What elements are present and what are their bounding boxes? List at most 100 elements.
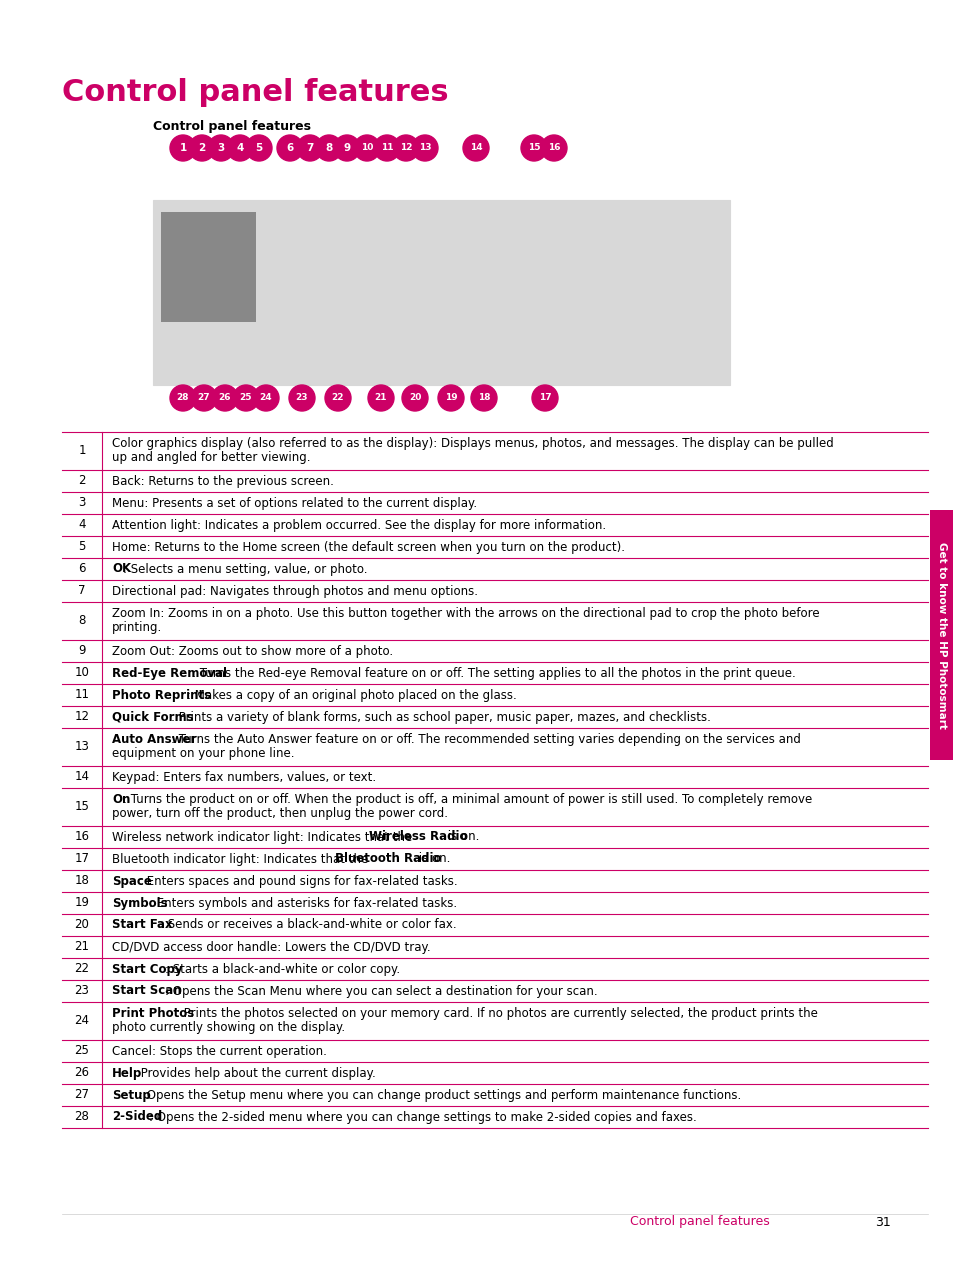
Text: 5: 5 (78, 541, 86, 554)
Circle shape (334, 135, 359, 161)
Text: 25: 25 (74, 1044, 90, 1058)
Text: 21: 21 (375, 394, 387, 403)
Text: up and angled for better viewing.: up and angled for better viewing. (112, 451, 310, 464)
Text: CD/DVD access door handle: Lowers the CD/DVD tray.: CD/DVD access door handle: Lowers the CD… (112, 941, 430, 954)
Text: 12: 12 (399, 144, 412, 152)
Text: 11: 11 (380, 144, 393, 152)
Circle shape (374, 135, 399, 161)
Text: 11: 11 (74, 688, 90, 701)
Text: Wireless Radio: Wireless Radio (369, 831, 467, 843)
Circle shape (253, 385, 278, 411)
Text: 25: 25 (239, 394, 252, 403)
Text: 22: 22 (74, 963, 90, 975)
Text: Help: Help (112, 1067, 142, 1080)
Text: is on.: is on. (443, 831, 478, 843)
Text: 20: 20 (74, 918, 90, 931)
Text: Home: Returns to the Home screen (the default screen when you turn on the produc: Home: Returns to the Home screen (the de… (112, 541, 624, 554)
Text: 9: 9 (343, 144, 350, 152)
Text: : Prints the photos selected on your memory card. If no photos are currently sel: : Prints the photos selected on your mem… (176, 1007, 818, 1020)
Text: 28: 28 (176, 394, 189, 403)
Circle shape (540, 135, 566, 161)
Circle shape (354, 135, 379, 161)
Text: : Sends or receives a black-and-white or color fax.: : Sends or receives a black-and-white or… (160, 918, 456, 931)
Text: 21: 21 (74, 941, 90, 954)
Circle shape (233, 385, 258, 411)
Bar (161, 212, 255, 323)
Text: 1: 1 (78, 444, 86, 457)
Text: printing.: printing. (112, 621, 162, 634)
Text: 10: 10 (74, 667, 90, 679)
Text: 13: 13 (418, 144, 431, 152)
Text: 23: 23 (74, 984, 90, 997)
Text: : Opens the Setup menu where you can change product settings and perform mainten: : Opens the Setup menu where you can cha… (138, 1088, 740, 1101)
Text: Auto Answer: Auto Answer (112, 733, 196, 745)
Text: 7: 7 (78, 584, 86, 597)
Circle shape (520, 135, 546, 161)
Text: photo currently showing on the display.: photo currently showing on the display. (112, 1021, 345, 1034)
Text: 5: 5 (255, 144, 262, 152)
Text: 19: 19 (444, 394, 456, 403)
Text: 8: 8 (78, 615, 86, 627)
Circle shape (315, 135, 341, 161)
Text: 17: 17 (538, 394, 551, 403)
Text: Control panel features: Control panel features (62, 77, 448, 107)
Text: 2-Sided: 2-Sided (112, 1110, 162, 1124)
Text: 2: 2 (198, 144, 206, 152)
Text: : Starts a black-and-white or color copy.: : Starts a black-and-white or color copy… (165, 963, 400, 975)
Text: Menu: Presents a set of options related to the current display.: Menu: Presents a set of options related … (112, 497, 476, 509)
Text: 1: 1 (179, 144, 187, 152)
Text: 26: 26 (218, 394, 231, 403)
Circle shape (368, 385, 394, 411)
Circle shape (170, 135, 195, 161)
Text: Back: Returns to the previous screen.: Back: Returns to the previous screen. (112, 475, 334, 488)
Text: 6: 6 (286, 144, 294, 152)
Text: 3: 3 (78, 497, 86, 509)
Bar (929, 511, 953, 759)
Text: : Opens the 2-sided menu where you can change settings to make 2-sided copies an: : Opens the 2-sided menu where you can c… (150, 1110, 697, 1124)
Text: On: On (112, 792, 131, 806)
Text: Start Fax: Start Fax (112, 918, 172, 931)
Text: 8: 8 (325, 144, 333, 152)
Text: Symbols: Symbols (112, 897, 168, 909)
Circle shape (437, 385, 463, 411)
Circle shape (393, 135, 418, 161)
Text: 18: 18 (74, 875, 90, 888)
Text: 6: 6 (78, 563, 86, 575)
Text: 16: 16 (74, 831, 90, 843)
Text: 15: 15 (74, 800, 90, 814)
Circle shape (532, 385, 558, 411)
Circle shape (462, 135, 489, 161)
Text: 4: 4 (78, 518, 86, 532)
Text: Start Scan: Start Scan (112, 984, 181, 997)
Text: 18: 18 (477, 394, 490, 403)
Text: 23: 23 (295, 394, 308, 403)
Text: 31: 31 (874, 1215, 890, 1228)
Text: : Turns the Auto Answer feature on or off. The recommended setting varies depend: : Turns the Auto Answer feature on or of… (171, 733, 800, 745)
Text: 3: 3 (217, 144, 224, 152)
Text: Zoom In: Zooms in on a photo. Use this button together with the arrows on the di: Zoom In: Zooms in on a photo. Use this b… (112, 607, 819, 620)
Circle shape (227, 135, 253, 161)
Text: 16: 16 (547, 144, 559, 152)
Text: : Enters symbols and asterisks for fax-related tasks.: : Enters symbols and asterisks for fax-r… (150, 897, 457, 909)
Text: : Provides help about the current display.: : Provides help about the current displa… (133, 1067, 375, 1080)
Text: 26: 26 (74, 1067, 90, 1080)
Text: Wireless network indicator light: Indicates that the: Wireless network indicator light: Indica… (112, 831, 416, 843)
Text: Zoom Out: Zooms out to show more of a photo.: Zoom Out: Zooms out to show more of a ph… (112, 644, 393, 658)
Text: Control panel features: Control panel features (629, 1215, 769, 1228)
Text: Bluetooth Radio: Bluetooth Radio (335, 852, 441, 865)
Circle shape (189, 135, 214, 161)
Circle shape (471, 385, 497, 411)
Text: Attention light: Indicates a problem occurred. See the display for more informat: Attention light: Indicates a problem occ… (112, 518, 605, 532)
Text: Keypad: Enters fax numbers, values, or text.: Keypad: Enters fax numbers, values, or t… (112, 771, 375, 784)
Circle shape (191, 385, 216, 411)
Text: Color graphics display (also referred to as the display): Displays menus, photos: Color graphics display (also referred to… (112, 437, 833, 450)
Text: 20: 20 (409, 394, 420, 403)
Text: Control panel features: Control panel features (152, 119, 311, 133)
Bar (152, 199, 729, 385)
Text: : Turns the Red-eye Removal feature on or off. The setting applies to all the ph: : Turns the Red-eye Removal feature on o… (193, 667, 795, 679)
Text: Directional pad: Navigates through photos and menu options.: Directional pad: Navigates through photo… (112, 584, 477, 597)
Text: 9: 9 (78, 644, 86, 658)
Text: Photo Reprints: Photo Reprints (112, 688, 211, 701)
Text: Setup: Setup (112, 1088, 151, 1101)
Text: : Selects a menu setting, value, or photo.: : Selects a menu setting, value, or phot… (123, 563, 367, 575)
